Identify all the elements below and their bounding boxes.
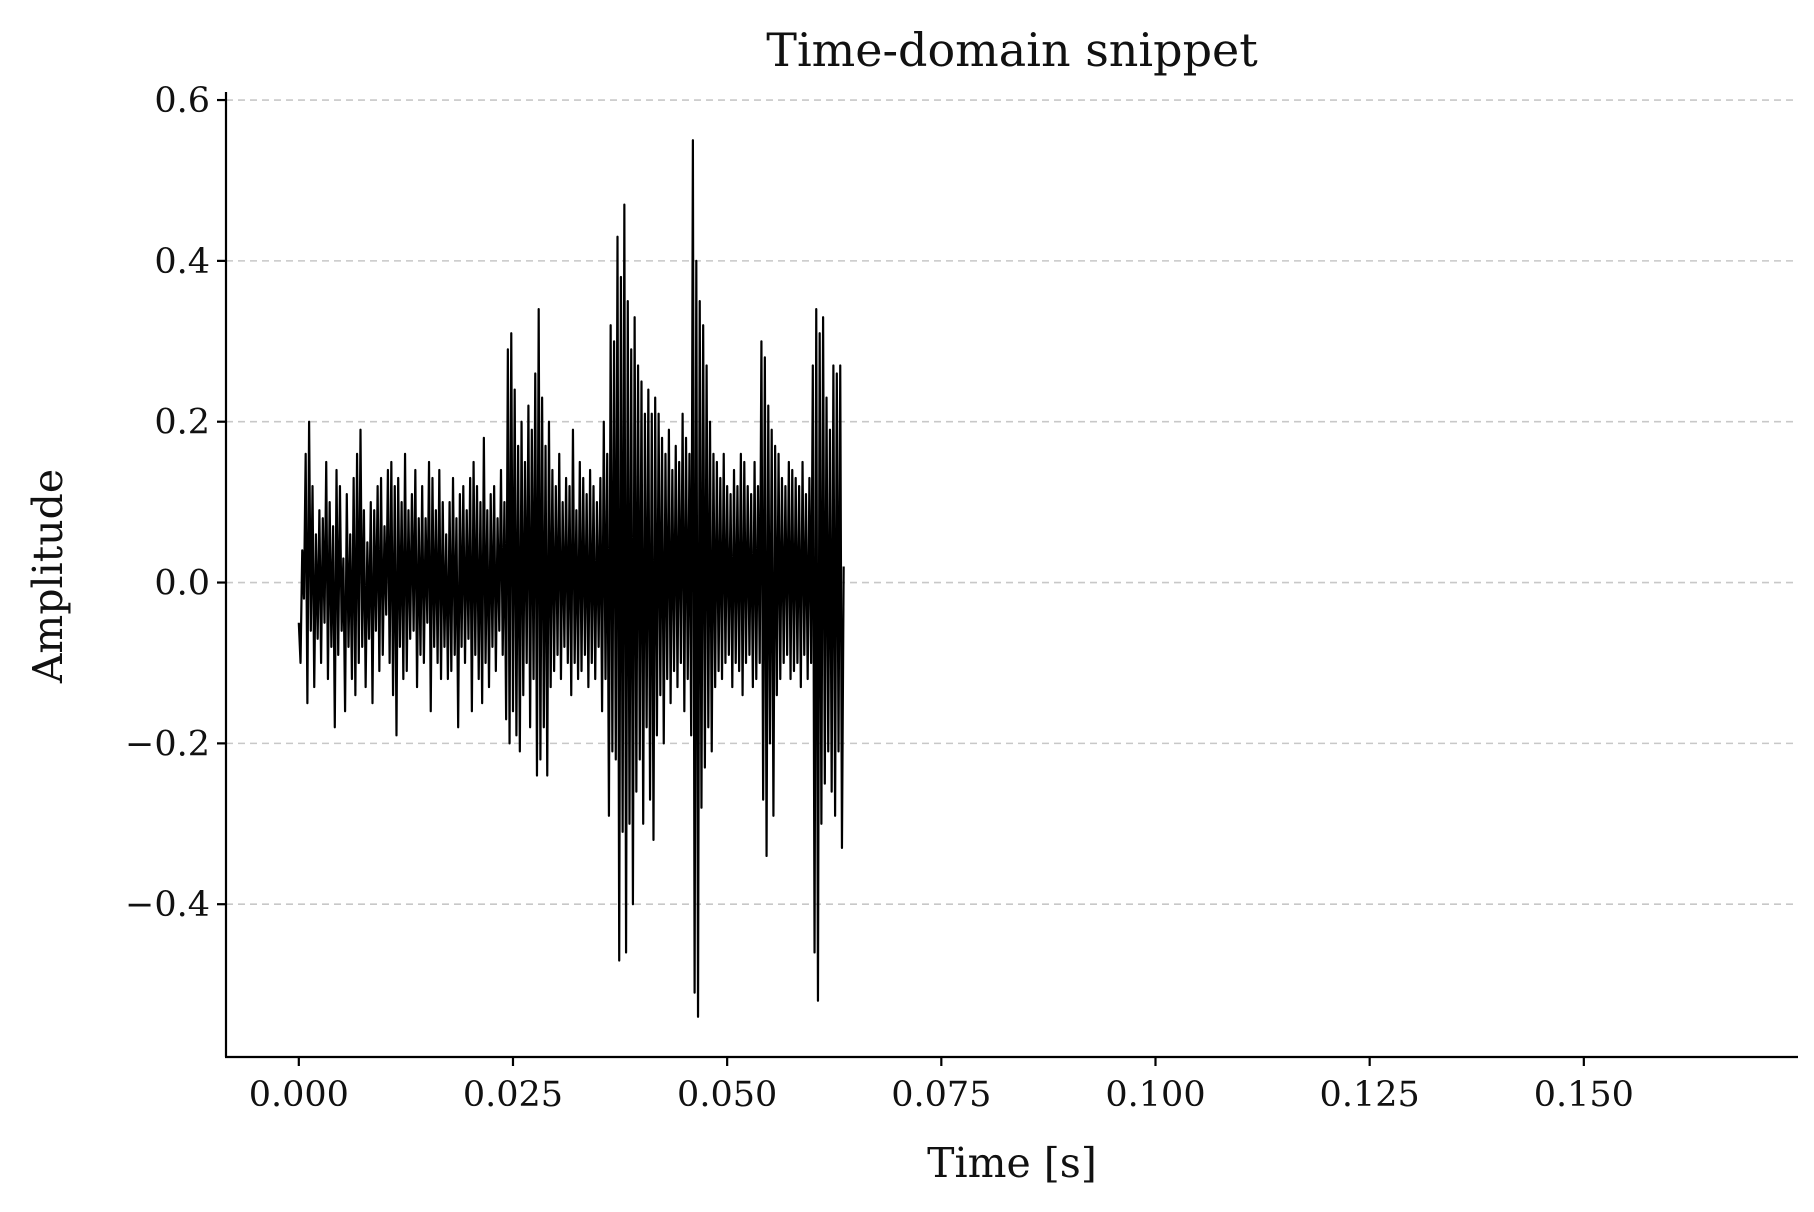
x-tick-label: 0.125 xyxy=(1320,1075,1420,1115)
y-tick-label: 0.2 xyxy=(154,403,210,443)
y-tick-label: 0.0 xyxy=(154,564,210,604)
axes xyxy=(224,92,1798,1059)
chart-title: Time-domain snippet xyxy=(766,23,1258,77)
x-tick-label: 0.050 xyxy=(677,1075,777,1115)
x-tick-label: 0.025 xyxy=(463,1075,563,1115)
y-ticks: −0.4 −0.2 0.0 0.2 0.4 0.6 xyxy=(125,81,226,925)
x-tick-label: 0.000 xyxy=(249,1075,349,1115)
x-axis-label: Time [s] xyxy=(927,1139,1097,1187)
y-tick-label: 0.4 xyxy=(154,242,210,282)
x-ticks: 0.000 0.025 0.050 0.075 0.100 0.125 0.150 xyxy=(249,1057,1634,1115)
series-layer xyxy=(297,139,845,1018)
y-axis-label: Amplitude xyxy=(24,469,72,684)
x-tick-label: 0.075 xyxy=(891,1075,991,1115)
x-tick-label: 0.150 xyxy=(1534,1075,1634,1115)
grid-lines xyxy=(226,99,1798,906)
x-tick-label: 0.100 xyxy=(1105,1075,1205,1115)
y-tick-label: −0.2 xyxy=(125,724,210,764)
y-tick-label: −0.4 xyxy=(125,885,210,925)
series-line xyxy=(297,139,845,1018)
y-tick-label: 0.6 xyxy=(154,81,210,121)
